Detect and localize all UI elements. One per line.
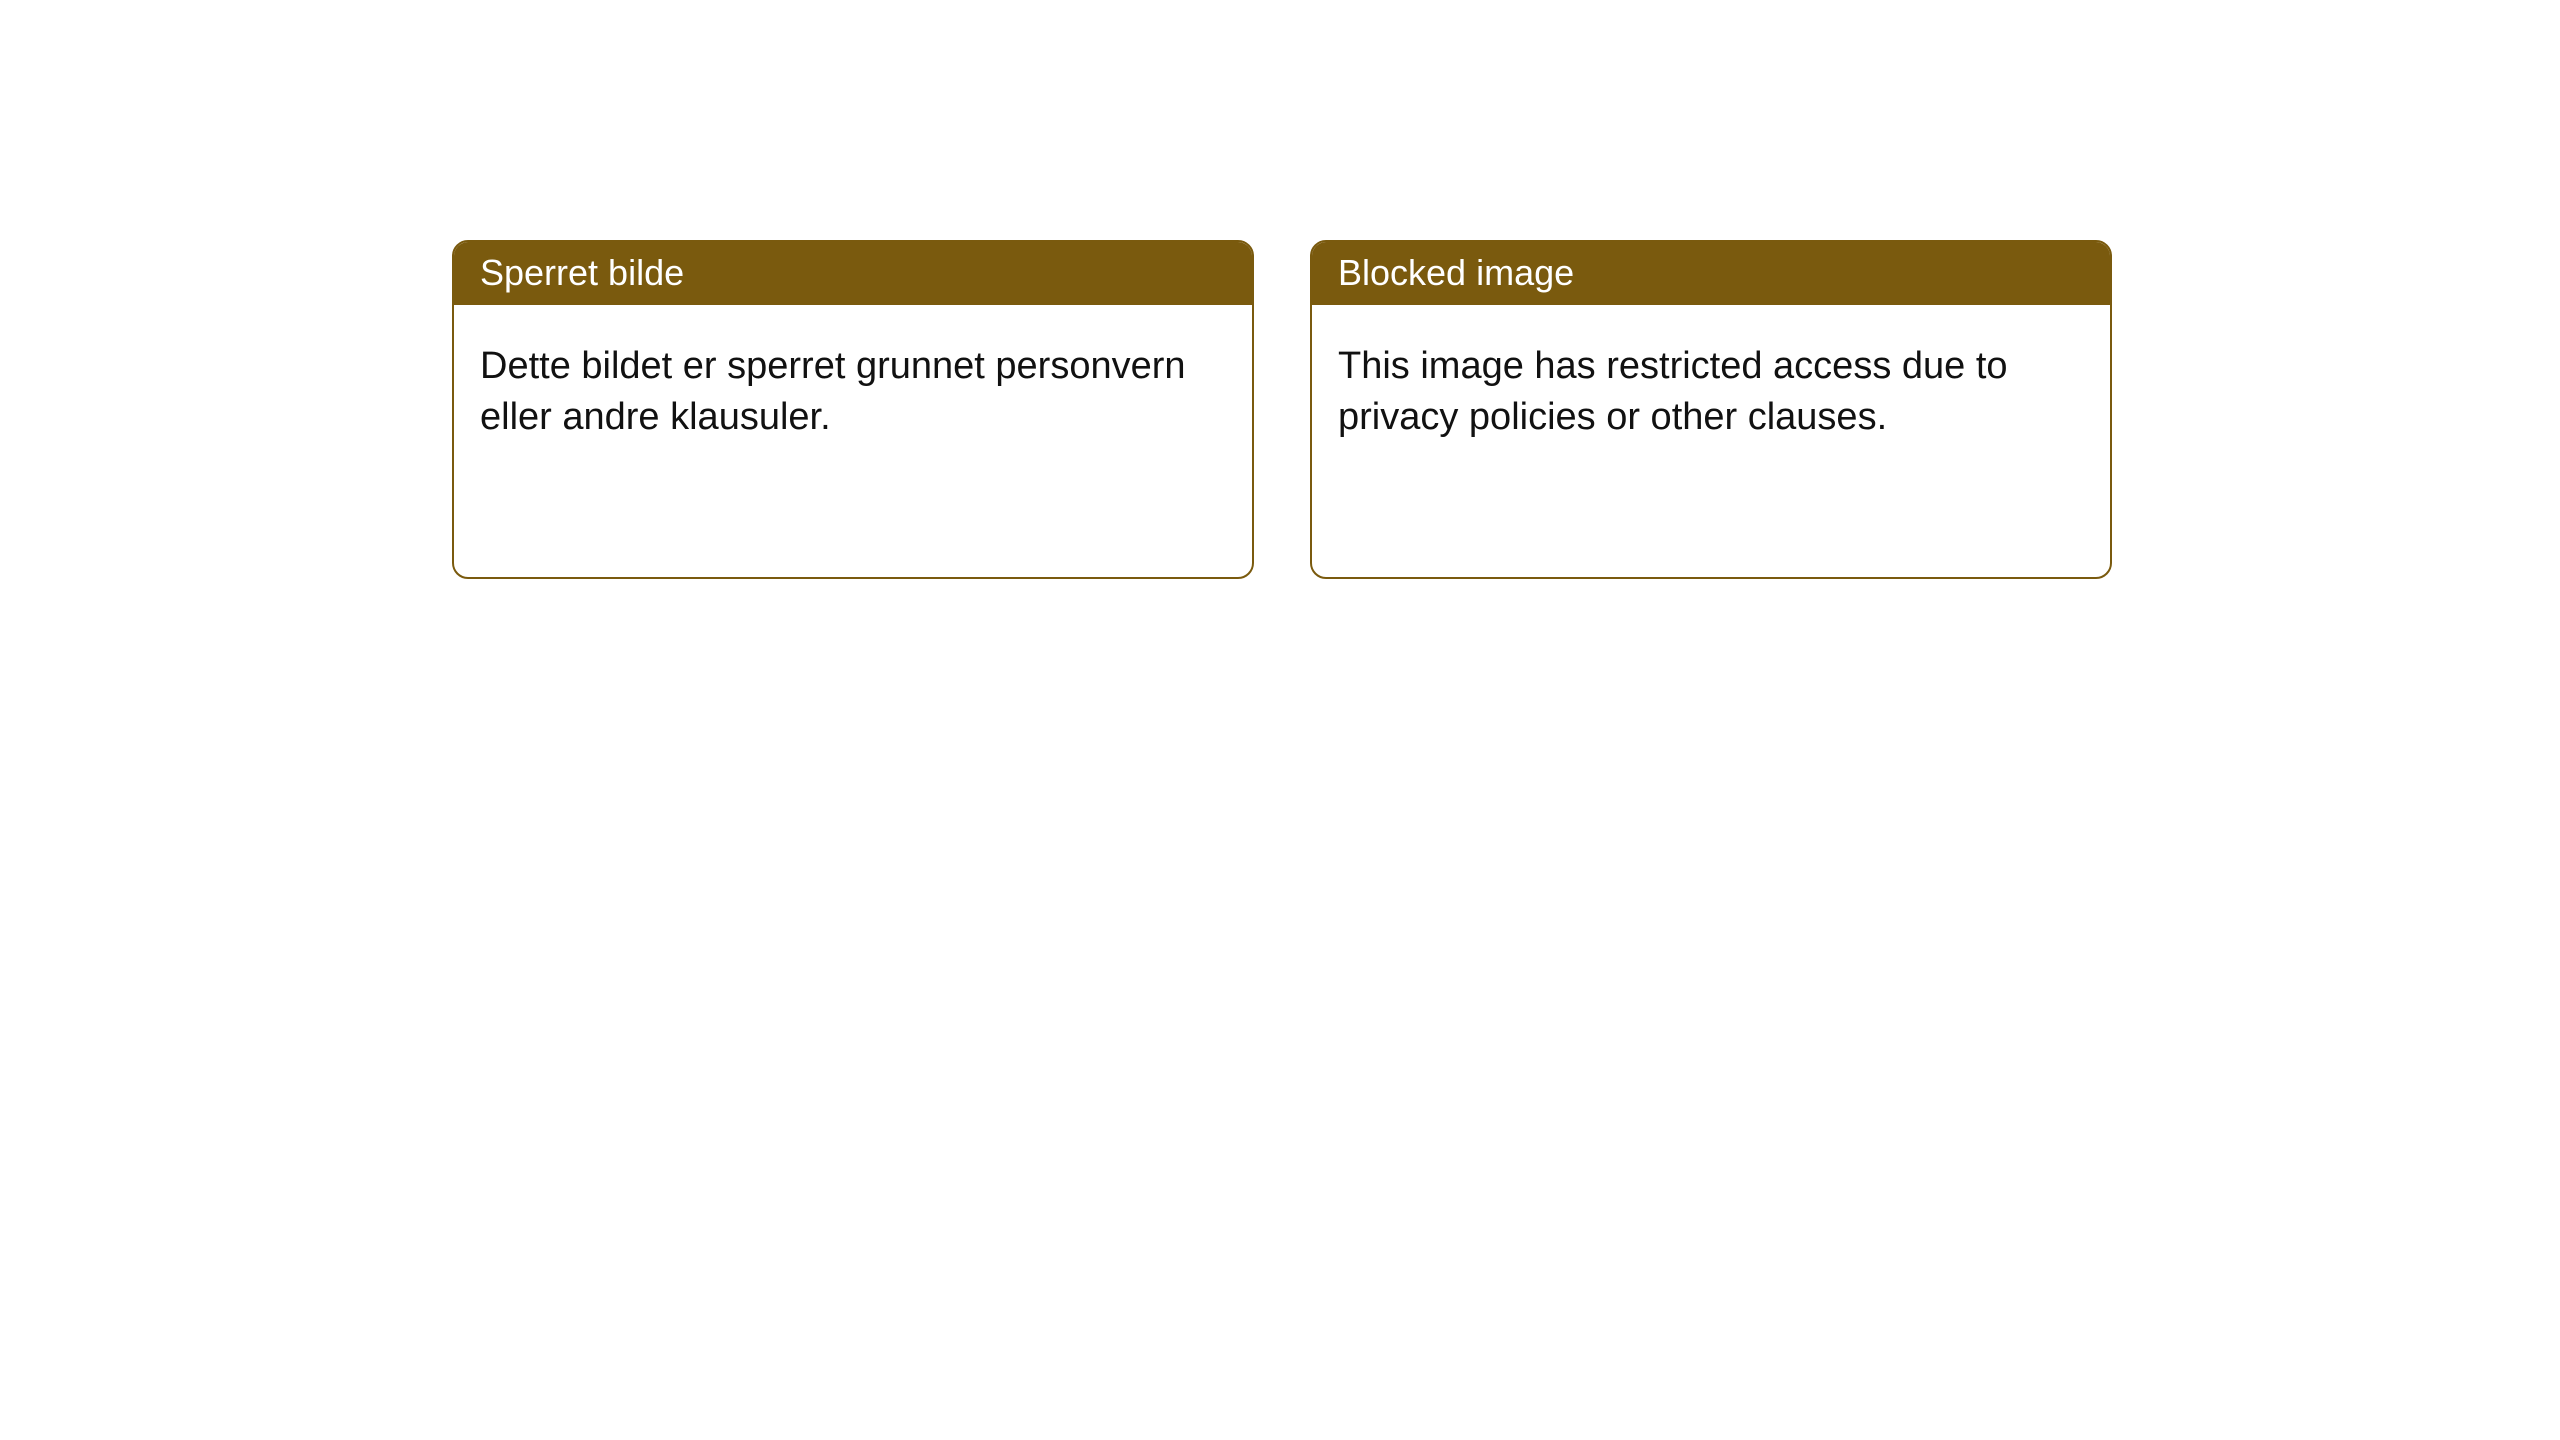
notice-title-norwegian: Sperret bilde: [454, 242, 1252, 305]
notice-body-norwegian: Dette bildet er sperret grunnet personve…: [454, 305, 1252, 577]
notice-container: Sperret bilde Dette bildet er sperret gr…: [0, 0, 2560, 579]
notice-body-english: This image has restricted access due to …: [1312, 305, 2110, 577]
notice-title-english: Blocked image: [1312, 242, 2110, 305]
notice-card-english: Blocked image This image has restricted …: [1310, 240, 2112, 579]
notice-card-norwegian: Sperret bilde Dette bildet er sperret gr…: [452, 240, 1254, 579]
